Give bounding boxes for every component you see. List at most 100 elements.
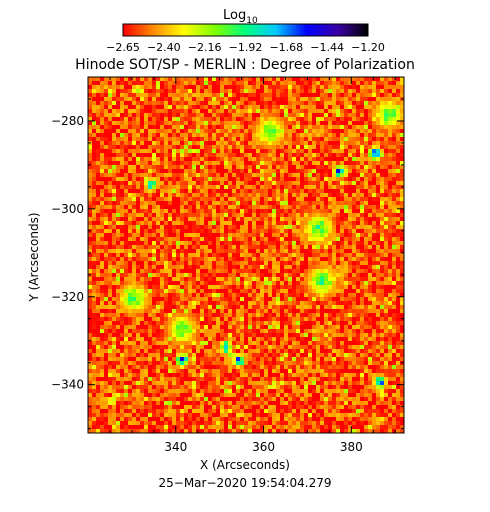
- heatmap-cell: [228, 301, 232, 305]
- heatmap-cell: [384, 277, 388, 281]
- heatmap-cell: [88, 281, 92, 285]
- heatmap-cell: [296, 133, 300, 137]
- heatmap-cell: [264, 277, 268, 281]
- heatmap-cell: [368, 273, 372, 277]
- heatmap-cell: [284, 125, 288, 129]
- heatmap-cell: [192, 245, 196, 249]
- heatmap-cell: [216, 289, 220, 293]
- heatmap-cell: [308, 277, 312, 281]
- heatmap-cell: [260, 297, 264, 301]
- heatmap-cell: [332, 137, 336, 141]
- heatmap-cell: [268, 245, 272, 249]
- heatmap-cell: [320, 141, 324, 145]
- heatmap-cell: [384, 97, 388, 101]
- heatmap-cell: [356, 173, 360, 177]
- heatmap-cell: [224, 285, 228, 289]
- heatmap-cell: [180, 301, 184, 305]
- heatmap-cell: [328, 145, 332, 149]
- heatmap-cell: [268, 109, 272, 113]
- heatmap-cell: [140, 157, 144, 161]
- heatmap-cell: [88, 105, 92, 109]
- heatmap-cell: [100, 321, 104, 325]
- heatmap-cell: [348, 213, 352, 217]
- heatmap-cell: [112, 329, 116, 333]
- heatmap-cell: [384, 241, 388, 245]
- heatmap-cell: [292, 153, 296, 157]
- heatmap-cell: [372, 153, 376, 157]
- heatmap-cell: [396, 125, 400, 129]
- heatmap-cell: [132, 217, 136, 221]
- heatmap-cell: [216, 221, 220, 225]
- heatmap-cell: [332, 209, 336, 213]
- heatmap-cell: [284, 205, 288, 209]
- heatmap-cell: [384, 85, 388, 89]
- heatmap-cell: [196, 141, 200, 145]
- heatmap-cell: [120, 329, 124, 333]
- heatmap-cell: [244, 153, 248, 157]
- heatmap-cell: [364, 121, 368, 125]
- heatmap-cell: [128, 177, 132, 181]
- heatmap-cell: [120, 149, 124, 153]
- heatmap-cell: [220, 241, 224, 245]
- heatmap-cell: [128, 169, 132, 173]
- heatmap-cell: [336, 241, 340, 245]
- heatmap-cell: [228, 177, 232, 181]
- heatmap-cell: [152, 149, 156, 153]
- heatmap-cell: [208, 165, 212, 169]
- heatmap-cell: [88, 113, 92, 117]
- heatmap-cell: [308, 305, 312, 309]
- heatmap-cell: [224, 257, 228, 261]
- heatmap-cell: [168, 313, 172, 317]
- heatmap-cell: [196, 217, 200, 221]
- heatmap-cell: [272, 305, 276, 309]
- heatmap-cell: [360, 141, 364, 145]
- heatmap-cell: [148, 193, 152, 197]
- heatmap-cell: [300, 109, 304, 113]
- heatmap-cell: [220, 185, 224, 189]
- heatmap-cell: [240, 137, 244, 141]
- heatmap-cell: [96, 165, 100, 169]
- heatmap-cell: [184, 221, 188, 225]
- heatmap-cell: [144, 113, 148, 117]
- heatmap-cell: [100, 325, 104, 329]
- heatmap-cell: [280, 301, 284, 305]
- heatmap-cell: [348, 173, 352, 177]
- heatmap-cell: [380, 133, 384, 137]
- heatmap-cell: [116, 125, 120, 129]
- heatmap-cell: [376, 105, 380, 109]
- heatmap-cell: [312, 237, 316, 241]
- heatmap-cell: [112, 81, 116, 85]
- heatmap-cell: [100, 329, 104, 333]
- heatmap-cell: [220, 181, 224, 185]
- colorbar: [122, 23, 369, 37]
- heatmap-cell: [216, 209, 220, 213]
- heatmap-cell: [380, 93, 384, 97]
- heatmap-cell: [352, 277, 356, 281]
- heatmap-cell: [372, 205, 376, 209]
- heatmap-cell: [344, 197, 348, 201]
- heatmap-cell: [320, 245, 324, 249]
- heatmap-cell: [168, 201, 172, 205]
- heatmap-cell: [240, 185, 244, 189]
- heatmap-cell: [336, 101, 340, 105]
- heatmap-cell: [180, 197, 184, 201]
- heatmap-cell: [352, 229, 356, 233]
- heatmap-cell: [232, 249, 236, 253]
- heatmap-cell: [128, 93, 132, 97]
- heatmap-cell: [376, 81, 380, 85]
- heatmap-cell: [108, 181, 112, 185]
- heatmap-cell: [228, 117, 232, 121]
- heatmap-cell: [276, 153, 280, 157]
- heatmap-cell: [368, 217, 372, 221]
- heatmap-cell: [356, 237, 360, 241]
- heatmap-cell: [240, 85, 244, 89]
- heatmap-cell: [376, 257, 380, 261]
- heatmap-cell: [272, 285, 276, 289]
- heatmap-cell: [196, 121, 200, 125]
- heatmap-cell: [120, 181, 124, 185]
- heatmap-cell: [184, 241, 188, 245]
- heatmap-cell: [400, 269, 404, 273]
- heatmap-cell: [296, 309, 300, 313]
- heatmap-cell: [92, 125, 96, 129]
- heatmap-cell: [264, 165, 268, 169]
